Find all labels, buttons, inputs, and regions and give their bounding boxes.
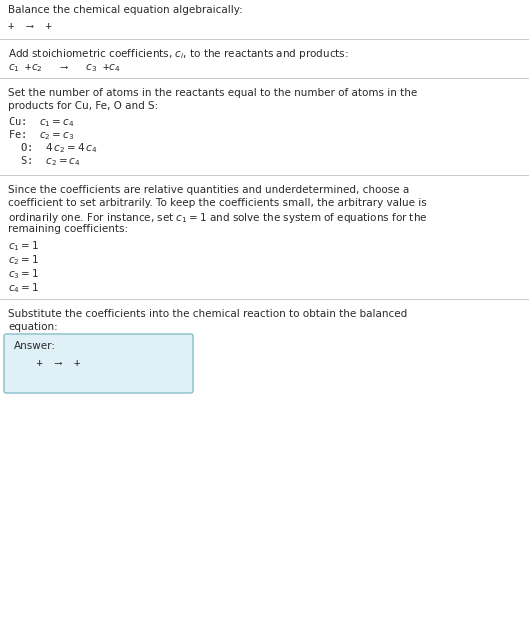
Text: Since the coefficients are relative quantities and underdetermined, choose a: Since the coefficients are relative quan… (8, 185, 409, 195)
Text: Set the number of atoms in the reactants equal to the number of atoms in the: Set the number of atoms in the reactants… (8, 88, 417, 98)
Text: S:  $c_2 = c_4$: S: $c_2 = c_4$ (8, 154, 81, 168)
Text: ordinarily one. For instance, set $c_1 = 1$ and solve the system of equations fo: ordinarily one. For instance, set $c_1 =… (8, 211, 427, 225)
Text: Cu:  $c_1 = c_4$: Cu: $c_1 = c_4$ (8, 115, 75, 129)
Text: $c_3 = 1$: $c_3 = 1$ (8, 267, 39, 281)
Text: +  ⟶  +: + ⟶ + (8, 21, 52, 31)
Text: products for Cu, Fe, O and S:: products for Cu, Fe, O and S: (8, 101, 158, 111)
Text: Fe:  $c_2 = c_3$: Fe: $c_2 = c_3$ (8, 128, 75, 142)
Text: equation:: equation: (8, 322, 58, 332)
Text: $c_2 = 1$: $c_2 = 1$ (8, 253, 39, 267)
Text: O:  $4\,c_2 = 4\,c_4$: O: $4\,c_2 = 4\,c_4$ (8, 141, 97, 155)
Text: Answer:: Answer: (14, 341, 56, 351)
Text: $c_4 = 1$: $c_4 = 1$ (8, 281, 39, 295)
Text: Substitute the coefficients into the chemical reaction to obtain the balanced: Substitute the coefficients into the che… (8, 309, 407, 319)
Text: $c_1 = 1$: $c_1 = 1$ (8, 239, 39, 253)
FancyBboxPatch shape (4, 334, 193, 393)
Text: Add stoichiometric coefficients, $c_i$, to the reactants and products:: Add stoichiometric coefficients, $c_i$, … (8, 47, 349, 61)
Text: +  ⟶  +: + ⟶ + (24, 358, 80, 368)
Text: $c_1$ +$c_2$   ⟶   $c_3$ +$c_4$: $c_1$ +$c_2$ ⟶ $c_3$ +$c_4$ (8, 62, 121, 74)
Text: Balance the chemical equation algebraically:: Balance the chemical equation algebraica… (8, 5, 243, 15)
Text: remaining coefficients:: remaining coefficients: (8, 224, 128, 234)
Text: coefficient to set arbitrarily. To keep the coefficients small, the arbitrary va: coefficient to set arbitrarily. To keep … (8, 198, 427, 208)
